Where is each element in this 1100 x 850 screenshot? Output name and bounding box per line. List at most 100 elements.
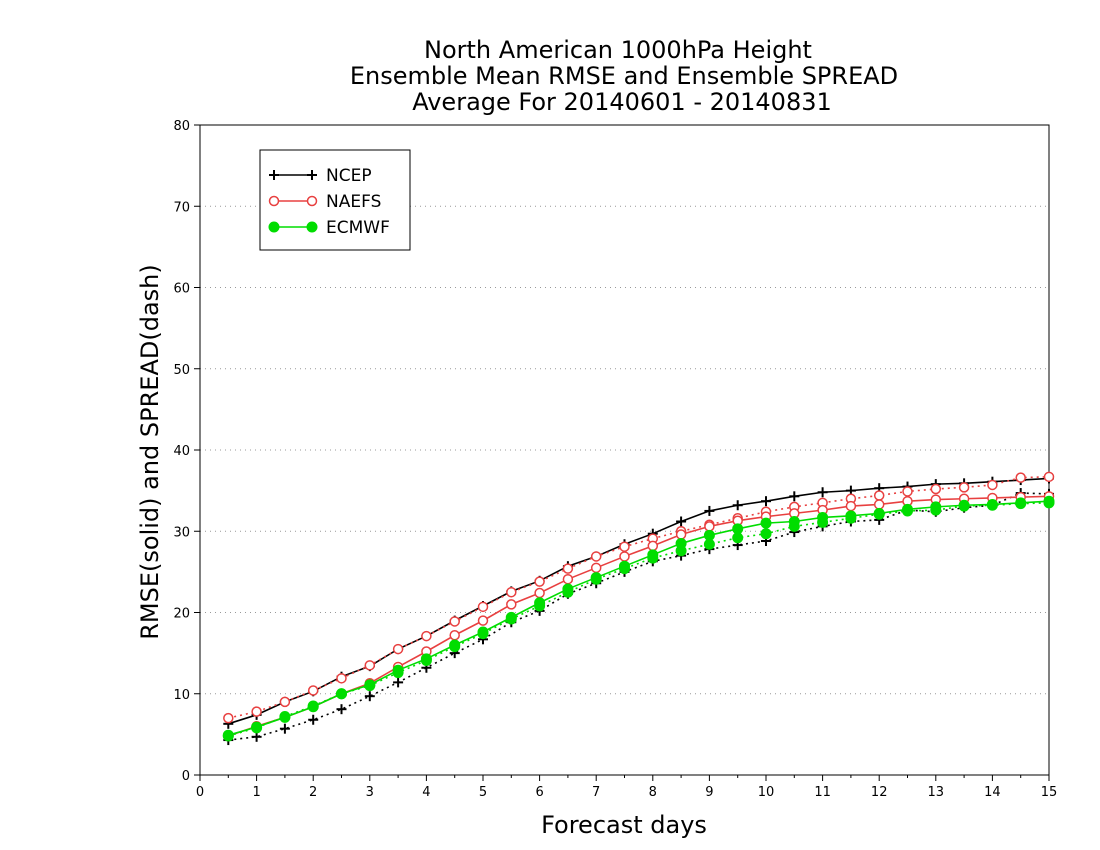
legend: NCEP NAEFS ECMWF — [259, 149, 411, 251]
chart-title: North American 1000hPa Height Ensemble M… — [350, 36, 898, 116]
series-naefs-spread-point — [987, 479, 998, 491]
series-ecmwf-rmse-line — [228, 500, 1050, 736]
series-ncep-rmse-point — [732, 500, 743, 511]
x-tick-label-8: 8 — [649, 785, 657, 800]
series-ecmwf-rmse-point — [336, 688, 347, 700]
series-ecmwf-rmse-point — [732, 523, 744, 535]
legend-item-ncep: NCEP — [269, 166, 372, 186]
series-ncep-spread-point — [336, 704, 347, 715]
y-tick-label-0: 0 — [182, 769, 190, 784]
series-naefs-spread-point — [279, 696, 291, 708]
x-tick-label-9: 9 — [705, 785, 713, 800]
x-tick-label-3: 3 — [366, 785, 374, 800]
grid-lines — [200, 205, 1049, 695]
legend-item-ecmwf: ECMWF — [268, 218, 390, 238]
series-ecmwf-rmse-point — [534, 597, 546, 609]
series-ecmwf — [222, 495, 1055, 742]
series-naefs-spread-point — [930, 483, 942, 495]
legend-box — [259, 149, 411, 251]
series-naefs-spread-point — [1043, 471, 1055, 483]
series-naefs-spread-point — [902, 486, 913, 497]
series-naefs-spread-point — [534, 576, 545, 587]
series-ecmwf-rmse-point — [788, 516, 800, 527]
series-ecmwf-rmse-point — [562, 583, 574, 595]
series-ncep-spread-point — [251, 731, 262, 742]
series-naefs-spread-point — [562, 563, 574, 574]
series-ecmwf-rmse-point — [845, 510, 857, 522]
x-tick-label-2: 2 — [309, 785, 317, 800]
series-ecmwf-rmse-point — [873, 507, 885, 519]
series-ncep-rmse-point — [789, 491, 800, 502]
series-ecmwf-rmse-point — [902, 503, 913, 515]
series-ecmwf-rmse-point — [307, 701, 319, 713]
x-tick-label-0: 0 — [196, 785, 204, 800]
legend-marker-ecmwf — [268, 221, 280, 233]
series-naefs-spread-point — [449, 616, 460, 627]
series-ncep-rmse-point — [704, 505, 715, 516]
series-naefs-spread-point — [590, 551, 602, 562]
series-ncep-spread-point — [279, 723, 290, 734]
series-ecmwf-spread-line — [228, 502, 1050, 737]
series-ecmwf-rmse-point — [279, 711, 291, 723]
series-ncep-spread-point — [308, 714, 319, 725]
series-ecmwf-rmse-point — [703, 529, 715, 541]
series-ecmwf-rmse-point — [392, 664, 404, 676]
x-tick-label-13: 13 — [928, 785, 945, 800]
x-tick-label-6: 6 — [535, 785, 543, 800]
series-naefs-rmse-point — [619, 551, 630, 562]
series-naefs-rmse-point — [534, 587, 545, 599]
x-tick-label-15: 15 — [1041, 785, 1058, 800]
series-naefs-rmse-point — [647, 540, 659, 552]
x-tick-label-1: 1 — [252, 785, 260, 800]
series-ecmwf-rmse-point — [930, 501, 942, 513]
legend-marker-ncep — [307, 170, 317, 180]
series-ncep-spread-point — [393, 677, 404, 688]
series-ecmwf-rmse-point — [222, 729, 234, 741]
series-naefs-rmse-point — [675, 529, 687, 540]
series-naefs-rmse-point — [845, 500, 857, 512]
series-naefs-spread-point — [364, 660, 376, 671]
y-tick-label-20: 20 — [173, 607, 190, 622]
series-naefs-spread-point — [958, 482, 970, 493]
series-ecmwf-rmse-point — [420, 653, 432, 665]
series-naefs-rmse-point — [590, 562, 602, 574]
series-ncep — [223, 473, 1054, 746]
x-tick-label-10: 10 — [758, 785, 775, 800]
series-naefs-rmse-point — [704, 521, 715, 532]
series-ecmwf-rmse-point — [251, 721, 263, 733]
y-tick-label-10: 10 — [173, 688, 190, 703]
legend-marker-naefs — [306, 195, 318, 207]
series-naefs-spread-point — [392, 643, 404, 655]
legend-label-naefs: NAEFS — [326, 192, 381, 212]
series-naefs-rmse-point — [562, 573, 574, 585]
title-line-2: Ensemble Mean RMSE and Ensemble SPREAD — [350, 62, 898, 90]
series-ncep-rmse-point — [676, 516, 687, 527]
x-tick-label-5: 5 — [479, 785, 487, 800]
series-ncep-rmse-point — [761, 496, 771, 507]
series-ecmwf-rmse-point — [449, 639, 461, 651]
title-line-3: Average For 20140601 - 20140831 — [412, 88, 832, 116]
series-naefs-rmse-point — [506, 599, 517, 610]
series-naefs-spread-point — [1015, 472, 1026, 483]
series-naefs-spread-point — [251, 706, 262, 717]
series-naefs-rmse-point — [873, 499, 885, 510]
series-naefs-spread-point — [477, 601, 489, 613]
series-naefs-spread-point — [421, 630, 432, 642]
series-naefs-spread-point — [336, 673, 347, 684]
x-tick-label-11: 11 — [814, 785, 831, 800]
legend-item-naefs: NAEFS — [268, 192, 381, 212]
series-ecmwf-rmse-point — [958, 499, 970, 511]
series-ncep-rmse-point — [817, 487, 828, 498]
series-ecmwf-spread-point — [760, 528, 772, 540]
series-ecmwf-rmse-point — [364, 679, 376, 691]
legend-label-ncep: NCEP — [326, 166, 372, 186]
x-axis-label: Forecast days — [541, 811, 707, 839]
y-axis-label: RMSE(solid) and SPREAD(dash) — [136, 264, 164, 640]
series-naefs-spread-point — [506, 586, 517, 598]
series-naefs-rmse-line — [228, 495, 1050, 737]
series-ncep-rmse-line — [228, 477, 1050, 725]
legend-marker-naefs — [268, 195, 280, 207]
series-ncep-spread-point — [364, 691, 375, 702]
